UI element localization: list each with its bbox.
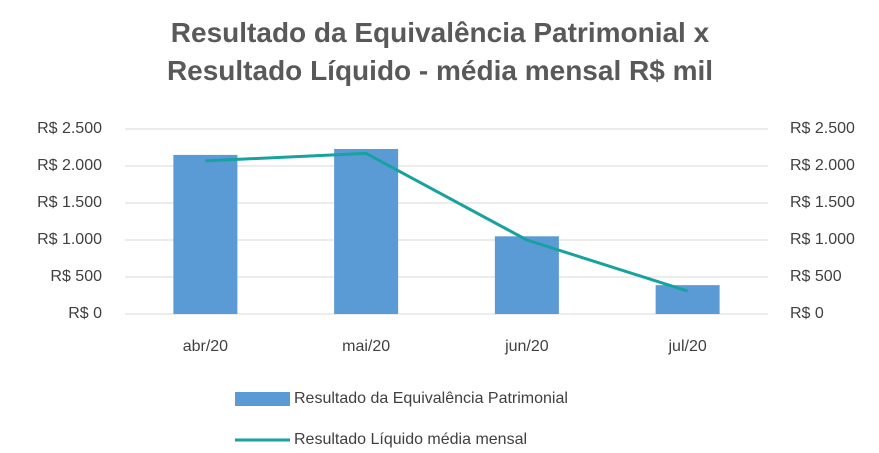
x-tick-label: jun/20 — [504, 338, 549, 355]
y2-tick-label: R$ 2.500 — [790, 120, 855, 137]
x-tick-label: jul/20 — [668, 338, 707, 355]
y2-tick-label: R$ 2.000 — [790, 157, 855, 174]
y-tick-label: R$ 1.500 — [37, 194, 102, 211]
y-tick-label: R$ 0 — [68, 305, 102, 322]
y-tick-label: R$ 500 — [50, 268, 102, 285]
chart-title: Resultado da Equivalência Patrimonial x … — [166, 17, 714, 86]
line — [205, 151, 689, 293]
legend-swatch — [235, 392, 290, 406]
x-tick-label: mai/20 — [342, 338, 390, 355]
y-tick-label: R$ 2.000 — [37, 157, 102, 174]
bar — [655, 285, 720, 314]
bar — [334, 148, 399, 314]
legend-label: Resultado da Equivalência Patrimonial — [294, 390, 568, 407]
y2-tick-label: R$ 0 — [790, 305, 824, 322]
y-tick-label: R$ 1.000 — [37, 231, 102, 248]
y2-tick-label: R$ 1.500 — [790, 194, 855, 211]
y2-tick-label: R$ 500 — [790, 268, 842, 285]
bar — [494, 236, 559, 314]
legend-label: Resultado Líquido média mensal — [294, 431, 527, 448]
bar — [173, 154, 238, 314]
y2-tick-label: R$ 1.000 — [790, 231, 855, 248]
x-tick-label: abr/20 — [183, 338, 228, 355]
y-tick-label: R$ 2.500 — [37, 120, 102, 137]
